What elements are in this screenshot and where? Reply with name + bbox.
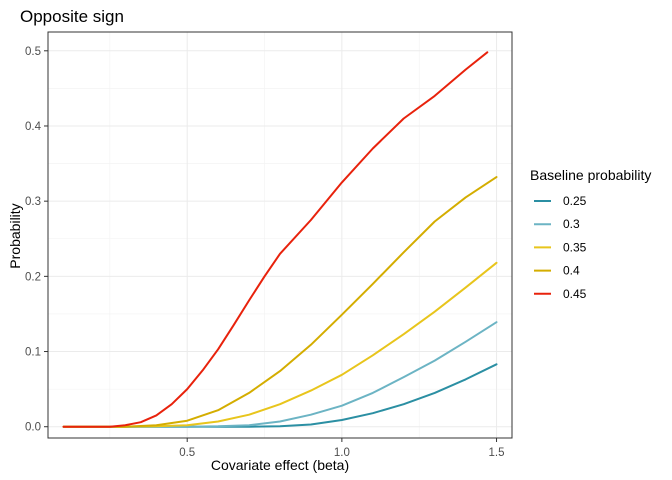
x-axis-ticks: 0.5 1.0 1.5 (179, 438, 505, 459)
y-tick-label: 0.3 (25, 196, 41, 208)
legend-label-0.3: 0.3 (563, 217, 580, 231)
y-tick-label: 0.4 (25, 121, 42, 133)
x-tick-label: 1.5 (489, 447, 505, 459)
legend-label-0.4: 0.4 (563, 264, 580, 278)
chart-title: Opposite sign (20, 7, 124, 26)
legend-label-0.45: 0.45 (563, 287, 587, 301)
x-axis-title: Covariate effect (beta) (211, 457, 349, 473)
series-lines (62, 51, 498, 428)
legend: 0.25 0.3 0.35 0.4 0.45 (534, 194, 587, 301)
major-gridlines (48, 32, 512, 438)
plot-panel-border (47, 31, 513, 439)
y-tick-label: 0.0 (25, 422, 41, 434)
series-line-0.3 (62, 321, 498, 428)
x-tick-label: 1.0 (334, 447, 350, 459)
legend-title: Baseline probability (530, 167, 651, 183)
y-tick-label: 0.2 (25, 271, 41, 283)
series-line-0.45 (62, 51, 489, 428)
x-tick-label: 0.5 (179, 447, 195, 459)
y-tick-label: 0.5 (25, 46, 41, 58)
minor-gridlines (48, 32, 512, 438)
y-axis-ticks: 0.0 0.1 0.2 0.3 0.4 0.5 (25, 46, 48, 434)
y-tick-label: 0.1 (25, 347, 41, 359)
legend-label-0.25: 0.25 (563, 194, 587, 208)
legend-label-0.35: 0.35 (563, 240, 587, 254)
series-line-0.35 (62, 261, 498, 428)
y-axis-title: Probability (7, 203, 23, 268)
series-line-0.4 (62, 176, 498, 428)
